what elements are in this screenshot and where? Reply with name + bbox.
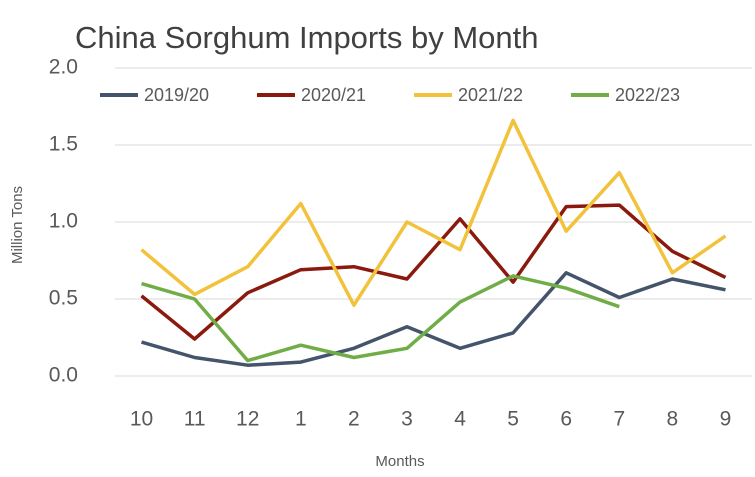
legend-label: 2020/21 bbox=[301, 85, 366, 105]
legend-label: 2021/22 bbox=[458, 85, 523, 105]
series-line bbox=[141, 274, 620, 363]
x-tick-label: 9 bbox=[720, 408, 732, 431]
legend-label: 2019/20 bbox=[144, 85, 209, 105]
y-tick-label: 1.5 bbox=[49, 133, 78, 156]
x-tick-label: 1 bbox=[295, 408, 307, 431]
x-tick-label: 8 bbox=[667, 408, 679, 431]
legend-label: 2022/23 bbox=[615, 85, 680, 105]
x-tick-label: 3 bbox=[401, 408, 413, 431]
x-tick-label: 11 bbox=[184, 408, 206, 431]
x-tick-label: 12 bbox=[236, 408, 259, 431]
chart-title: China Sorghum Imports by Month bbox=[75, 20, 539, 55]
x-axis-label: Months bbox=[375, 453, 424, 470]
x-tick-label: 2 bbox=[348, 408, 360, 431]
series-line bbox=[141, 271, 726, 367]
x-tick-label: 10 bbox=[130, 408, 153, 431]
y-tick-label: 2.0 bbox=[49, 56, 78, 79]
x-tick-label: 4 bbox=[454, 408, 466, 431]
y-tick-label: 0.0 bbox=[49, 364, 78, 387]
y-axis-label: Million Tons bbox=[9, 186, 26, 264]
series-line bbox=[140, 203, 727, 341]
x-tick-label: 6 bbox=[560, 408, 572, 431]
x-tick-label: 7 bbox=[613, 408, 625, 431]
y-tick-label: 0.5 bbox=[49, 287, 78, 310]
y-tick-label: 1.0 bbox=[49, 210, 78, 233]
x-tick-label: 5 bbox=[507, 408, 519, 431]
series-line bbox=[140, 118, 727, 307]
